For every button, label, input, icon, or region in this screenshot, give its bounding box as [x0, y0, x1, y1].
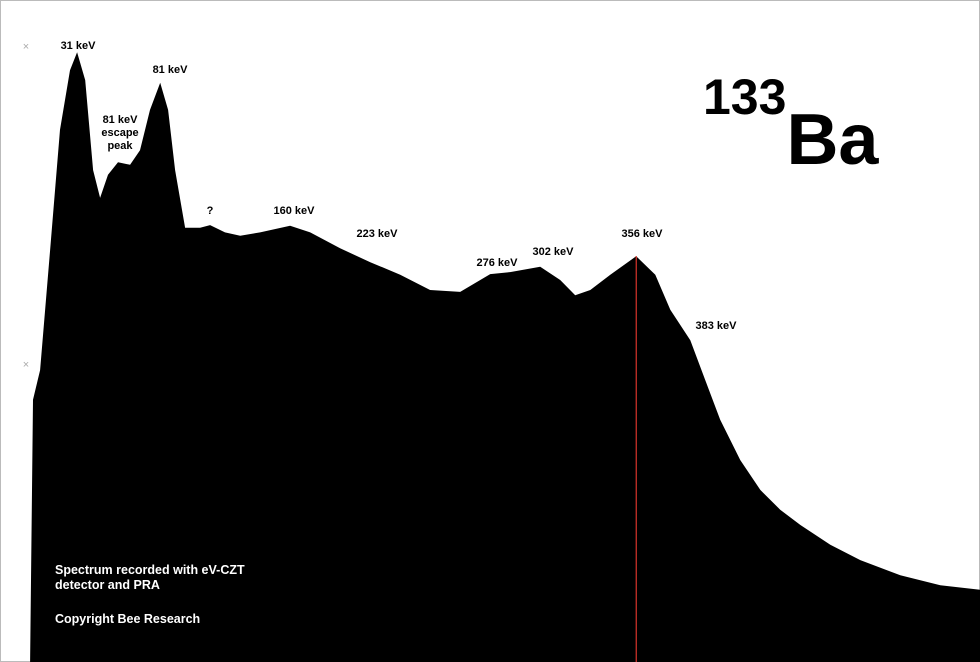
peak-label: 81 keV [153, 64, 189, 76]
peak-label-line: 276 keV [477, 257, 519, 269]
peak-label-line: 81 keV [153, 64, 189, 76]
peak-label: 356 keV [622, 228, 664, 240]
peak-label-line: 302 keV [533, 246, 575, 258]
peak-label-line: 356 keV [622, 228, 664, 240]
note-line: detector and PRA [55, 578, 160, 592]
peak-label-line: escape [101, 127, 138, 139]
title-element: Ba [786, 100, 879, 180]
close-icon: × [23, 41, 29, 53]
close-icon: × [23, 359, 29, 371]
note: Copyright Bee Research [55, 612, 200, 626]
peak-label: 160 keV [274, 205, 316, 217]
peak-label-line: 160 keV [274, 205, 316, 217]
peak-label: ? [207, 205, 214, 217]
peak-label-line: ? [207, 205, 214, 217]
peak-label: 302 keV [533, 246, 575, 258]
spectrum [30, 52, 980, 662]
peak-label-line: 81 keV [103, 114, 139, 126]
peak-label: 383 keV [696, 320, 738, 332]
peak-label-line: 223 keV [357, 228, 399, 240]
peak-label: 81 keV escape peak [101, 114, 138, 152]
title: 133Ba [703, 69, 879, 180]
title-mass: 133 [703, 69, 786, 125]
peak-label-line: 31 keV [61, 40, 97, 52]
peak-label-line: 383 keV [696, 320, 738, 332]
note: Spectrum recorded with eV-CZT detector an… [55, 563, 245, 592]
peak-label: 31 keV [61, 40, 97, 52]
peak-label-line: peak [107, 140, 133, 152]
peak-label: 276 keV [477, 257, 519, 269]
peak-label: 223 keV [357, 228, 399, 240]
note-line: Copyright Bee Research [55, 612, 200, 626]
note-line: Spectrum recorded with eV-CZT [55, 563, 245, 577]
